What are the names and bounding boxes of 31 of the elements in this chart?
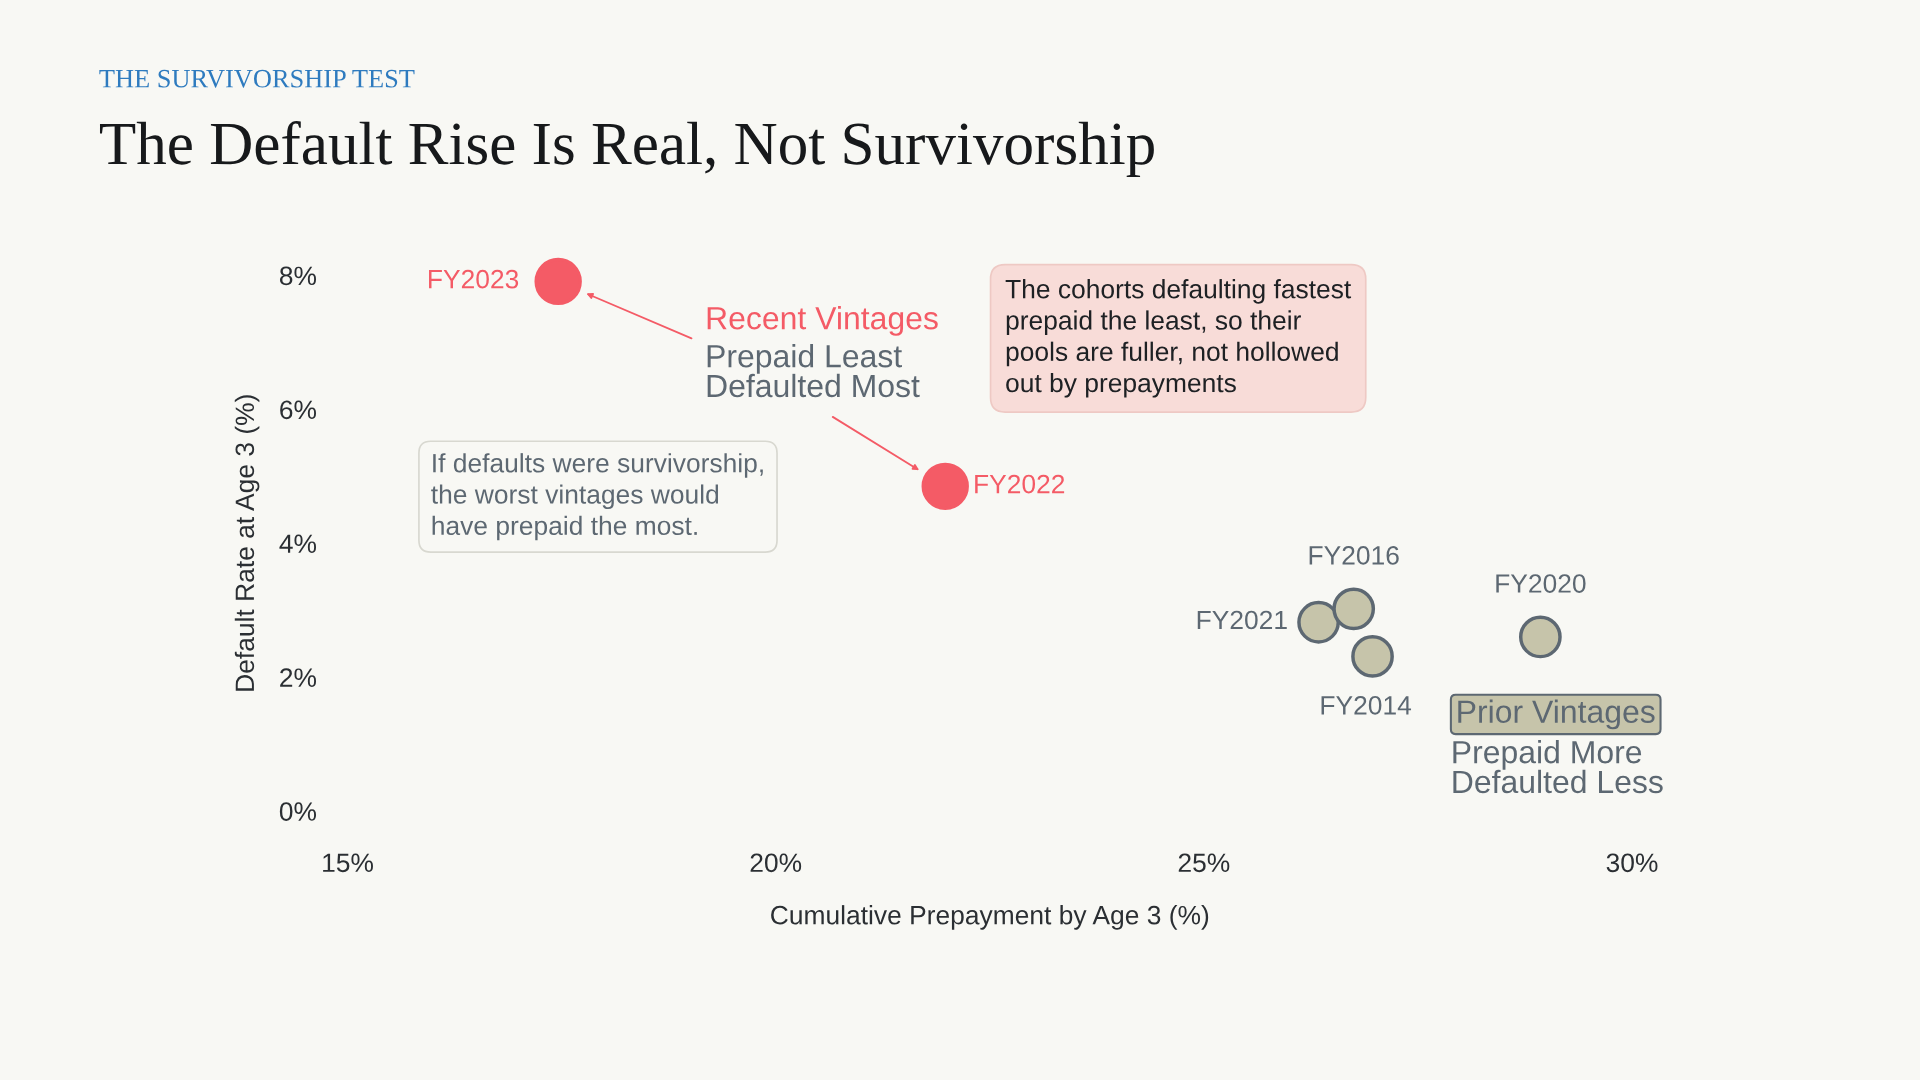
point <box>921 462 969 511</box>
chart-subtitle: THE SURVIVORSHIP TEST <box>99 69 415 88</box>
point <box>1518 615 1562 659</box>
annotation: FY2016 <box>1309 546 1399 565</box>
annotation: FY2014 <box>1321 695 1412 715</box>
x-axis-title: Cumulative Prepayment by Age 3 (%) <box>771 905 1209 930</box>
y-tick-label: 8% <box>279 266 317 286</box>
x-tick-label: 25% <box>1178 853 1230 873</box>
point <box>534 257 582 306</box>
annotation: Prior Vintages <box>1458 699 1655 730</box>
point <box>1351 635 1394 678</box>
point <box>1332 587 1376 631</box>
y-tick-label: 4% <box>279 534 317 553</box>
annotation: Prepaid Least Defaulted Most <box>707 344 920 398</box>
annotation: FY2023 <box>429 269 519 289</box>
annotation: If defaults were survivorship, the worst vintages would have prepaid the most. <box>431 453 763 541</box>
annotation: FY2022 <box>975 474 1065 494</box>
annotation: FY2021 <box>1197 610 1287 630</box>
chart-title: The Default Rise Is Real, Not Survivorship <box>99 121 1154 178</box>
x-tick-label: 30% <box>1606 853 1658 873</box>
y-tick-label: 6% <box>280 400 317 420</box>
annotation: Prepaid More Defaulted Less <box>1453 739 1663 794</box>
point <box>1297 600 1340 644</box>
y-tick-label: 2% <box>280 668 317 687</box>
annotation: FY2020 <box>1496 574 1586 593</box>
y-tick-label: 0% <box>279 802 317 821</box>
x-tick-label: 15% <box>323 853 373 873</box>
annotation: The cohorts defaulting fastest prepaid the least, so their pools are fuller, not hollowed out by prepayments <box>1005 279 1352 398</box>
x-tick-label: 20% <box>750 853 802 873</box>
annotation: Recent Vintages <box>707 306 938 336</box>
y-axis-title: Default Rate at Age 3 (%) <box>234 395 260 691</box>
